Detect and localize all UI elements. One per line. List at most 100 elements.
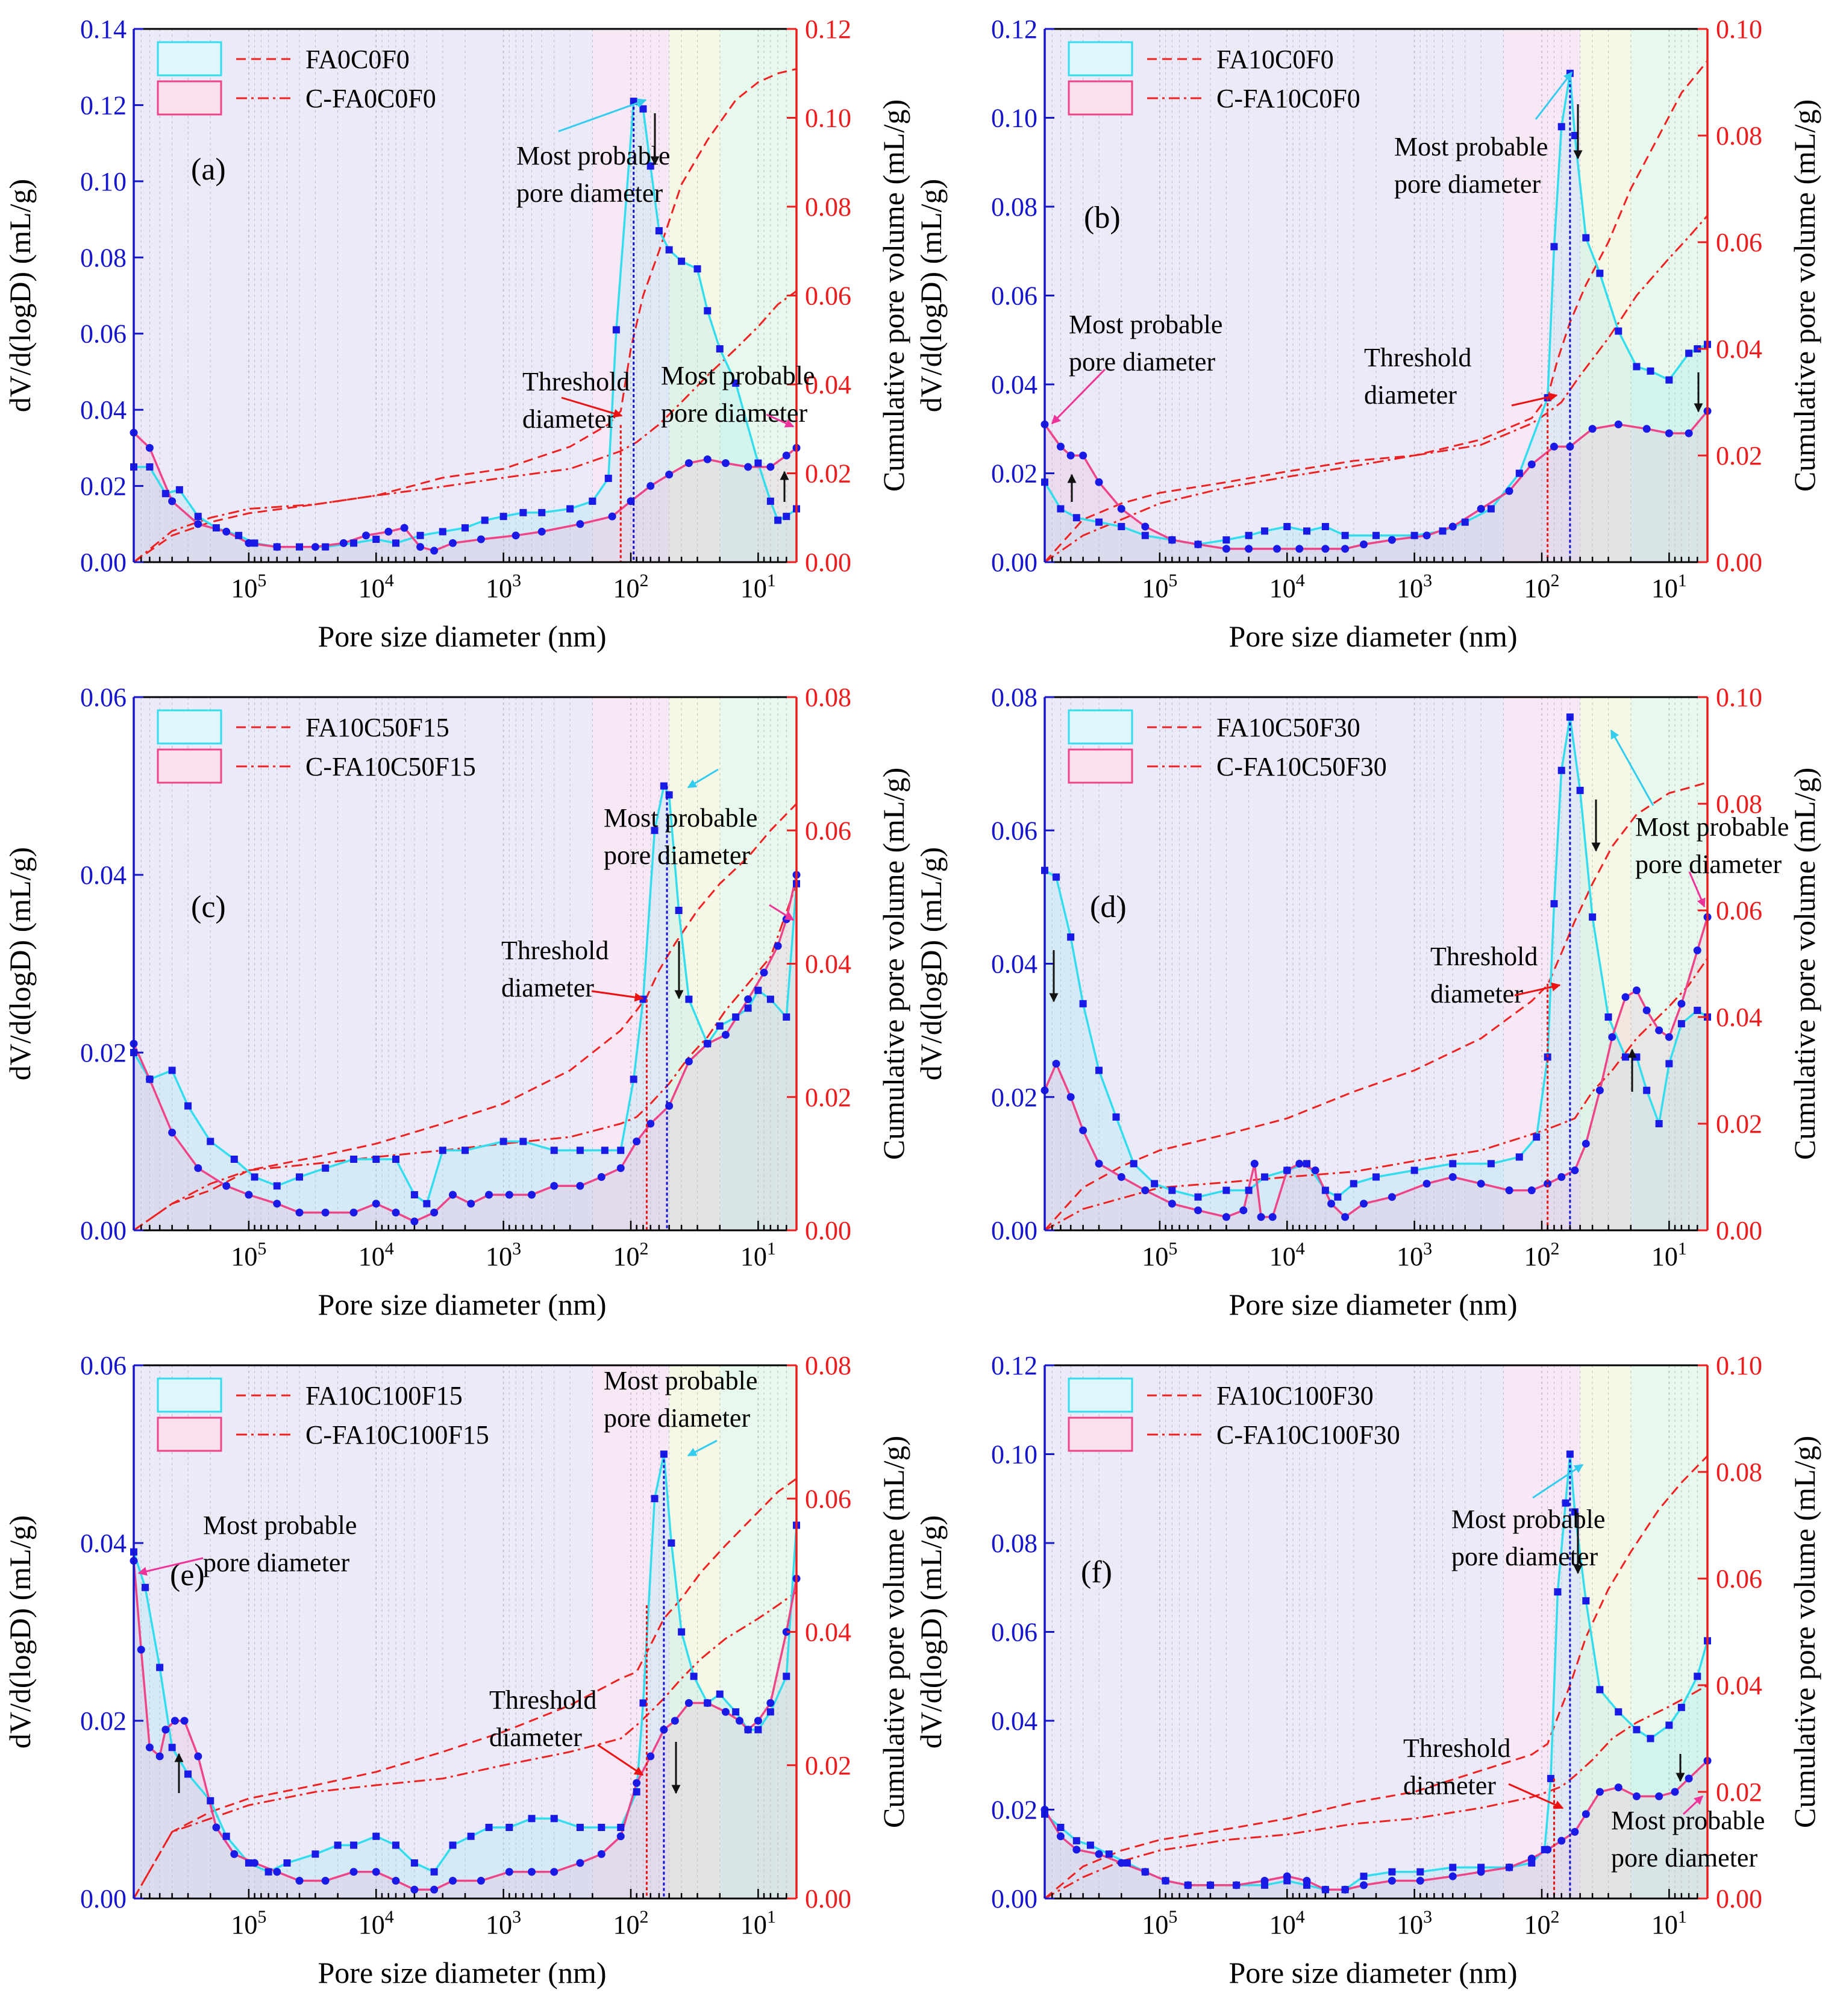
x-axis-title: Pore size diameter (nm) — [318, 1956, 607, 1989]
most-probable-label: pore diameter — [604, 1403, 750, 1433]
series-a-point — [766, 995, 774, 1003]
y-left-tick-label: 0.08 — [991, 1529, 1037, 1558]
series-c-point — [1665, 429, 1673, 437]
y-left-axis-title: dV/d(logD) (mL/g) — [914, 1515, 948, 1748]
series-c-point — [1283, 1872, 1291, 1880]
series-c-point — [721, 459, 730, 468]
most-probable-arrow — [1610, 729, 1654, 806]
series-c-point — [1505, 1863, 1513, 1871]
series-a-point — [651, 1495, 659, 1503]
x-axis-title: Pore size diameter (nm) — [1229, 1288, 1518, 1321]
series-a-point — [1665, 376, 1673, 384]
cumulative-series-a-line — [133, 67, 797, 563]
series-c-point — [1557, 1836, 1566, 1845]
y-right-tick-label: 0.00 — [805, 548, 851, 577]
series-a-point — [350, 1841, 358, 1849]
y-left-axis-title: dV/d(logD) (mL/g) — [914, 847, 948, 1080]
series-c-point — [1168, 1200, 1176, 1208]
legend-label-series-a: FA10C0F0 — [1216, 45, 1334, 74]
legend-label-series-a: FA10C50F30 — [1216, 713, 1360, 742]
series-c-point — [1194, 1206, 1203, 1215]
legend-swatch-series-a — [1068, 1377, 1133, 1413]
series-a-point — [766, 497, 774, 505]
series-c-point — [477, 1877, 485, 1885]
series-a-point — [423, 1200, 431, 1207]
series-c-point — [410, 1217, 419, 1226]
series-a-point — [1557, 766, 1565, 774]
series-c-point — [1693, 946, 1701, 954]
series-a-point — [1105, 1850, 1113, 1858]
x-tick-label: 101 — [740, 1907, 776, 1939]
series-c-point — [703, 455, 712, 463]
series-a-point — [1072, 514, 1080, 522]
series-a-point — [651, 827, 659, 834]
series-a-point — [245, 1859, 252, 1867]
y-left-tick-label: 0.02 — [80, 472, 127, 501]
series-c-point — [1245, 545, 1253, 553]
series-c-point — [1168, 536, 1176, 544]
y-left-tick-label: 0.00 — [991, 548, 1037, 577]
series-c-point — [1608, 1033, 1616, 1041]
most-probable-label: Most probable — [1451, 1504, 1605, 1534]
series-c-point — [1632, 1792, 1641, 1800]
threshold-arrow — [591, 990, 644, 1002]
series-c-point — [1341, 545, 1350, 553]
y-right-tick-label: 0.06 — [805, 816, 851, 845]
y-left-axis-title: dV/d(logD) (mL/g) — [3, 1515, 37, 1748]
y-left-tick-label: 0.02 — [991, 459, 1037, 489]
legend-swatch-series-c — [157, 80, 222, 116]
series-c-point — [1360, 1881, 1368, 1889]
threshold-label: Threshold — [522, 367, 630, 396]
series-c-point — [410, 1885, 419, 1894]
series-c-point — [766, 463, 775, 471]
series-c-point — [311, 543, 319, 551]
series-a-point — [612, 326, 620, 334]
series-c-point — [155, 1752, 164, 1761]
series-a-point — [704, 307, 712, 315]
series-a-point — [1677, 1703, 1685, 1711]
series-c-point — [550, 1868, 559, 1876]
panel-b: 0.00 0.02 0.04 0.06 0.08 0.10 0.12 0.00 0.02 0.04… — [914, 14, 1821, 653]
series-a-point — [194, 513, 202, 521]
x-tick-label: 102 — [613, 1907, 649, 1939]
legend-swatch-series-a — [157, 709, 222, 745]
series-c-point — [774, 942, 782, 950]
series-a-point — [538, 509, 546, 516]
cumulative-series-a-line — [133, 803, 798, 1232]
threshold-label: Threshold — [1403, 1733, 1510, 1763]
series-a-point — [1261, 527, 1269, 535]
series-c-point — [646, 1752, 655, 1761]
series-a-point — [1615, 1708, 1623, 1716]
series-c-point — [576, 1859, 584, 1867]
series-c-point — [161, 1726, 170, 1734]
series-a-point — [783, 1013, 790, 1021]
series-a-point — [1604, 1013, 1612, 1021]
series-a-point — [1072, 1837, 1080, 1845]
series-c-point — [512, 531, 520, 540]
series-a-area — [134, 101, 796, 563]
panel-label: (d) — [1090, 890, 1127, 924]
series-a-point — [639, 1699, 647, 1707]
series-a-point — [1245, 1186, 1253, 1194]
y-right-tick-label: 0.02 — [1716, 441, 1762, 471]
series-c-point — [171, 1717, 179, 1725]
y-right-tick-label: 0.04 — [805, 1618, 851, 1647]
cumulative-series-a-line — [133, 1477, 797, 1899]
series-a-point — [1633, 1053, 1641, 1061]
y-left-tick-label: 0.12 — [991, 14, 1037, 44]
series-c-point — [212, 1823, 221, 1832]
legend-label-series-a: FA0C0F0 — [305, 45, 410, 74]
series-c-point — [1477, 1180, 1485, 1188]
y-right-tick-label: 0.02 — [805, 1751, 851, 1780]
series-c-point — [1283, 1166, 1291, 1174]
series-a-point — [430, 1868, 438, 1876]
series-c-point — [1671, 1788, 1679, 1796]
series-a-point — [1303, 1160, 1310, 1168]
panel-e: 0.00 0.02 0.04 0.06 0.00 0.02 0.04 0.06 0.08 105 1… — [3, 1351, 910, 1989]
series-a-point — [601, 1147, 609, 1154]
series-a-point — [1194, 1193, 1202, 1201]
series-a-point — [1112, 1113, 1120, 1121]
series-c-point — [1360, 540, 1368, 548]
series-c-line — [1044, 916, 1709, 1219]
y-left-tick-label: 0.10 — [80, 167, 127, 196]
